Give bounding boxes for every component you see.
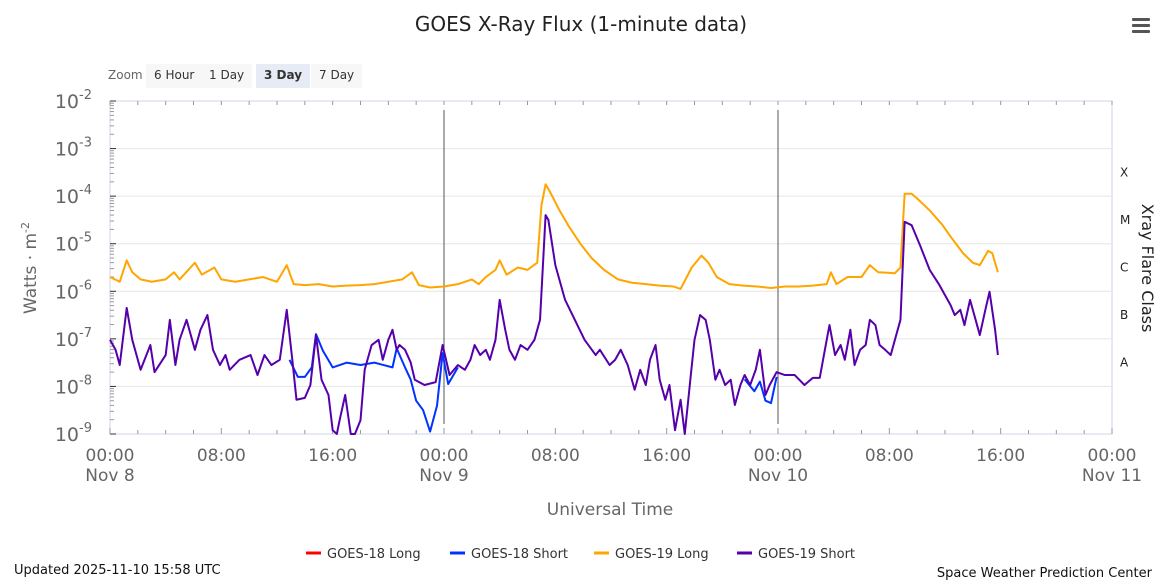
flare-class-label: M [1120,213,1130,227]
y-tick-label: 10-8 [55,373,92,398]
legend-item-goes-18-long: GOES-18 Long [327,547,421,562]
y-tick-label: 10-6 [55,278,92,303]
y-tick-label: 10-5 [55,231,92,256]
x-tick-label: 08:00 [865,446,914,466]
chart-title: GOES X-Ray Flux (1-minute data) [414,12,748,36]
y-tick-label: 10-9 [55,421,92,446]
goes-19-long-line [109,183,999,290]
right-axis-title: Xray Flare Class [1138,204,1157,333]
legend-item-goes-18-short: GOES-18 Short [471,547,568,562]
y-tick-label: 10-7 [55,326,92,351]
y-axis-title: Watts · m-2 [19,222,41,314]
legend-item-goes-19-short: GOES-19 Short [758,547,855,562]
goes-19-short-line [109,214,999,435]
credit-text: Space Weather Prediction Center [936,566,1152,581]
y-tick-label: 10-3 [55,136,92,161]
x-axis-title: Universal Time [547,500,673,520]
zoom-7-day-button[interactable]: 7 Day [311,64,363,88]
y-tick-label: 10-4 [55,183,92,208]
x-tick-label: 00:00 [1088,446,1137,466]
zoom-1-day-button[interactable]: 1 Day [201,64,253,88]
flare-class-label: B [1120,308,1128,322]
x-tick-label: 00:00 [86,446,135,466]
goes-18-short-line [743,376,778,405]
x-tick-label: 00:00 [754,446,803,466]
x-tick-label: 08:00 [197,446,246,466]
x-tick-date-label: Nov 9 [419,466,468,486]
flare-class-label: X [1120,165,1128,179]
zoom-6-hour-button[interactable]: 6 Hour [146,64,203,88]
plot-border [109,100,1113,435]
y-tick-label: 10-2 [55,88,92,113]
hamburger-menu-icon[interactable] [1132,18,1150,36]
x-tick-date-label: Nov 11 [1082,466,1142,486]
x-tick-label: 00:00 [420,446,469,466]
x-tick-date-label: Nov 8 [85,466,134,486]
flare-class-label: A [1120,356,1129,370]
x-tick-label: 16:00 [642,446,691,466]
zoom-label: Zoom [108,68,143,82]
flare-class-label: C [1120,261,1128,275]
updated-timestamp: Updated 2025-11-10 15:58 UTC [14,563,221,578]
x-tick-label: 16:00 [976,446,1025,466]
x-tick-label: 16:00 [308,446,357,466]
x-tick-date-label: Nov 10 [748,466,808,486]
legend-item-goes-19-long: GOES-19 Long [615,547,709,562]
zoom-3-day-button[interactable]: 3 Day [256,64,311,88]
x-tick-label: 08:00 [531,446,580,466]
goes-18-short-line [288,333,459,433]
